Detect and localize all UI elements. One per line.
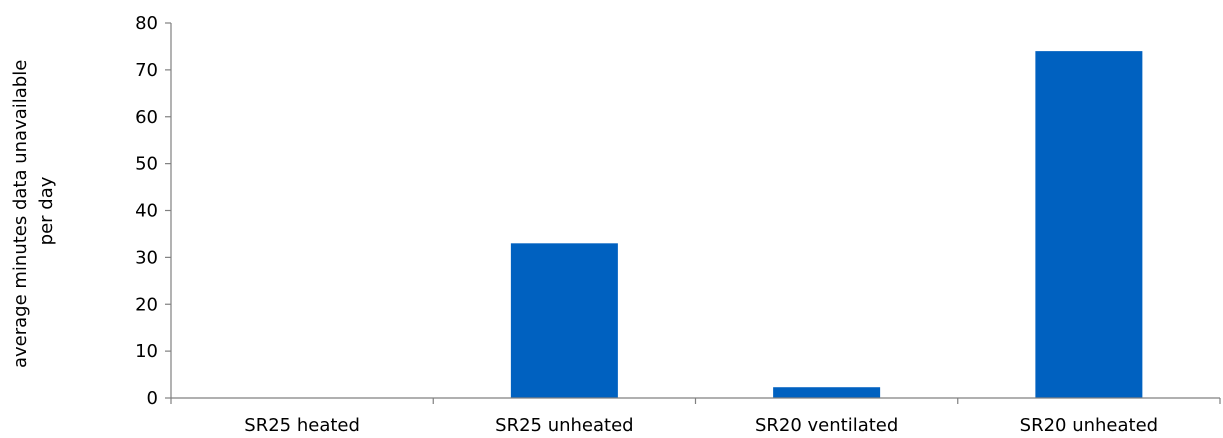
x-category-label: SR25 heated [244,415,360,434]
y-tick-label: 60 [135,107,158,128]
x-category-label: SR20 ventilated [755,415,898,434]
x-category-label: SR20 unheated [1020,415,1158,434]
y-axis-title-line-1: average minutes data unavailable [10,60,31,368]
y-tick-label: 70 [135,60,158,81]
y-axis-ticks: 0 10 20 30 40 50 60 70 80 [135,13,171,409]
y-tick-label: 40 [135,201,158,222]
bar-sr25-unheated [510,243,618,398]
bar-sr20-ventilated [773,387,881,398]
y-tick-label: 20 [135,294,158,315]
y-axis-title-line-2: per day [36,176,57,245]
y-tick-label: 10 [135,341,158,362]
y-tick-label: 80 [135,13,158,34]
y-tick-label: 50 [135,154,158,175]
x-axis-labels: SR25 heated SR25 unheated SR20 ventilated S… [244,415,1158,436]
x-category-label: SR25 unheated [495,415,633,434]
y-tick-label: 30 [135,247,158,268]
y-tick-label: 0 [147,388,158,409]
bar-series [510,51,1143,398]
y-axis-title: average minutes data unavailable per day [10,54,57,368]
bar-sr20-unheated [1035,51,1143,398]
